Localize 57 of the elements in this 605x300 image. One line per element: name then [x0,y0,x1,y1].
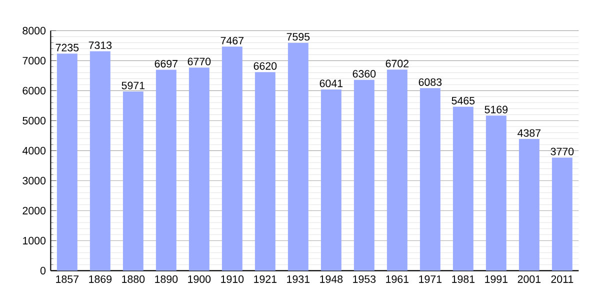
x-tick-label: 1981 [452,275,475,283]
x-tick-label: 1953 [353,275,376,283]
y-tick-label: 8000 [22,26,46,34]
bar [56,54,78,271]
y-tick-label: 1000 [23,236,46,244]
y-tick-label: 5000 [22,116,46,124]
bar [552,158,572,271]
data-label: 4387 [518,129,540,137]
y-tick-label: 2000 [22,206,46,214]
data-label: 6360 [352,70,376,78]
bar [254,72,276,271]
bar [452,106,474,271]
x-tick-label: 2011 [551,275,574,283]
data-label: 7313 [88,41,112,50]
x-tick-label: 1961 [386,275,409,283]
y-tick-label: 4000 [22,146,46,154]
x-tick-label: 1869 [89,275,112,283]
data-label: 6620 [254,62,277,70]
x-tick-label: 1948 [320,275,343,283]
y-tick-label: 3000 [22,176,46,184]
x-tick-label: 1857 [56,275,78,283]
data-label: 7467 [220,36,244,44]
data-label: 3770 [550,148,574,156]
bar [156,70,176,271]
bar [222,46,242,271]
data-label: 5169 [484,106,508,114]
bar [90,51,110,271]
bar [122,92,144,271]
data-label: 7235 [56,44,79,52]
y-tick-label: 0 [40,266,46,274]
x-tick-label: 1900 [188,275,211,283]
data-label: 6083 [418,78,442,86]
data-label: 6702 [386,60,408,68]
data-label: 6697 [154,60,178,68]
data-label: 5465 [452,96,475,104]
x-tick-label: 1921 [254,275,277,283]
x-tick-label: 1991 [485,275,508,283]
bar [188,68,210,271]
bar [420,88,440,271]
bar [288,42,308,271]
data-label: 6770 [188,58,211,66]
bar [518,139,540,271]
x-tick-label: 1880 [122,275,145,283]
bar [386,70,408,271]
y-tick-label: 6000 [22,86,46,94]
data-label: 5971 [122,82,145,90]
data-label: 6041 [320,80,343,88]
data-label: 7595 [286,33,310,41]
x-tick-label: 1890 [155,275,178,283]
x-tick-label: 1910 [221,275,244,283]
bar [354,80,374,271]
x-tick-label: 2001 [518,275,541,283]
bar [486,116,506,271]
x-tick-label: 1931 [287,275,310,283]
x-tick-label: 1971 [419,275,442,283]
y-tick-label: 7000 [22,56,46,64]
bar [320,89,342,271]
